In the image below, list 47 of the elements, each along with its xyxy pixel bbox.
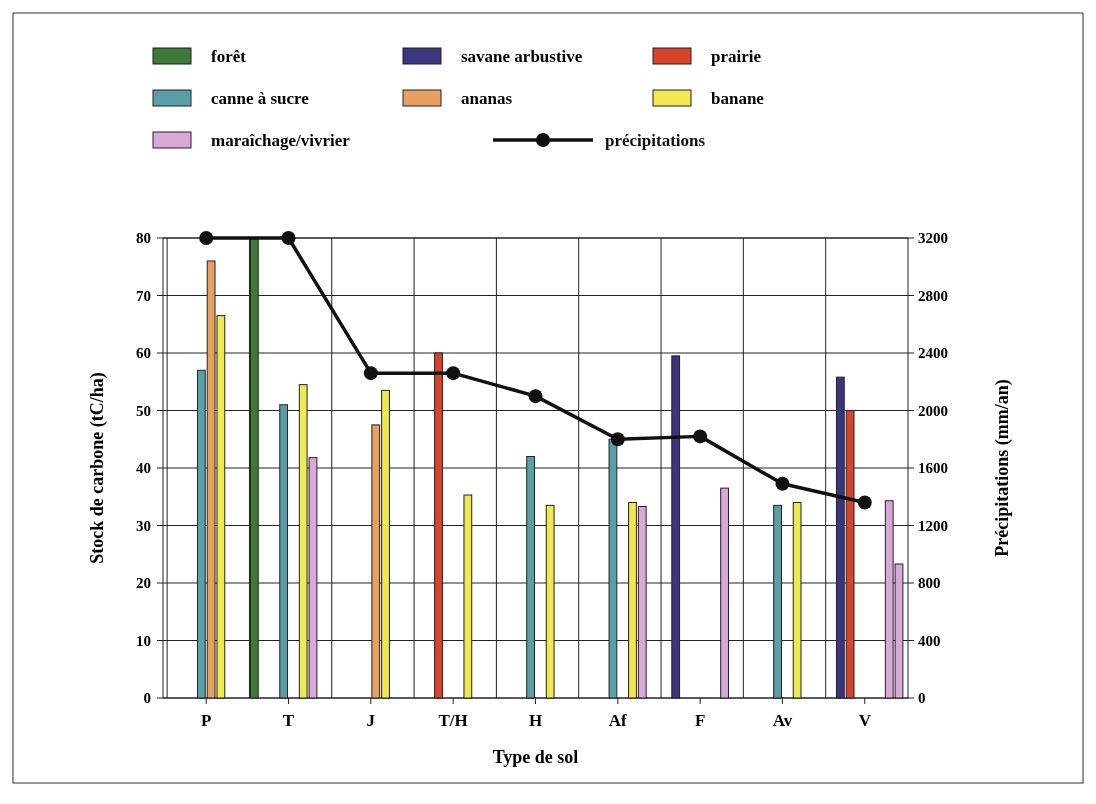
y2-tick-label: 3200 — [918, 230, 948, 246]
legend-label: banane — [711, 89, 765, 108]
x-tick-label: Af — [608, 711, 628, 730]
y2-tick-label: 2800 — [918, 287, 948, 304]
y2-axis-title: Précipitations (mm/an) — [992, 379, 1013, 557]
point — [281, 231, 296, 245]
x-tick-label: T/H — [438, 711, 468, 730]
point — [857, 495, 872, 510]
y2-tick-label: 800 — [918, 575, 941, 591]
legend-label: savane arbustive — [461, 47, 583, 66]
y-tick-label: 10 — [136, 632, 151, 649]
y2-tick-label: 1600 — [918, 460, 948, 476]
y-tick-label: 50 — [136, 402, 151, 419]
point — [363, 366, 378, 381]
legend-label: ananas — [461, 89, 513, 108]
y-tick-label: 80 — [136, 230, 151, 246]
y2-tick-label: 1200 — [918, 517, 948, 534]
point — [775, 476, 790, 491]
point — [610, 432, 625, 447]
legend-label: maraîchage/vivrier — [211, 131, 351, 150]
x-tick-label: V — [858, 711, 872, 730]
y-tick-label: 20 — [136, 575, 151, 591]
x-tick-label: Av — [772, 711, 793, 730]
x-tick-label: H — [528, 711, 543, 730]
y2-tick-label: 2400 — [918, 345, 948, 361]
x-tick-label: J — [366, 711, 376, 730]
y2-tick-label: 400 — [918, 632, 941, 649]
x-tick-label: T — [282, 711, 295, 730]
legend-label: prairie — [711, 47, 762, 66]
point — [446, 366, 461, 381]
x-tick-label: F — [694, 711, 706, 730]
point — [528, 389, 543, 404]
y-tick-label: 60 — [136, 345, 151, 361]
y-tick-label: 40 — [136, 460, 151, 476]
y2-tick-label: 2000 — [918, 402, 948, 419]
x-tick-label: P — [201, 711, 212, 730]
point — [693, 429, 708, 444]
legend-label: canne à sucre — [211, 89, 310, 108]
y-axis-title: Stock de carbone (tC/ha) — [87, 372, 108, 564]
point — [199, 231, 214, 245]
y-tick-label: 0 — [143, 690, 151, 706]
text: précipitations — [605, 131, 706, 150]
y-tick-label: 70 — [136, 287, 151, 304]
y-tick-label: 30 — [136, 517, 151, 534]
y2-tick-label: 0 — [918, 690, 926, 706]
x-axis-title: Type de sol — [492, 747, 579, 767]
legend-label: forêt — [211, 47, 247, 66]
